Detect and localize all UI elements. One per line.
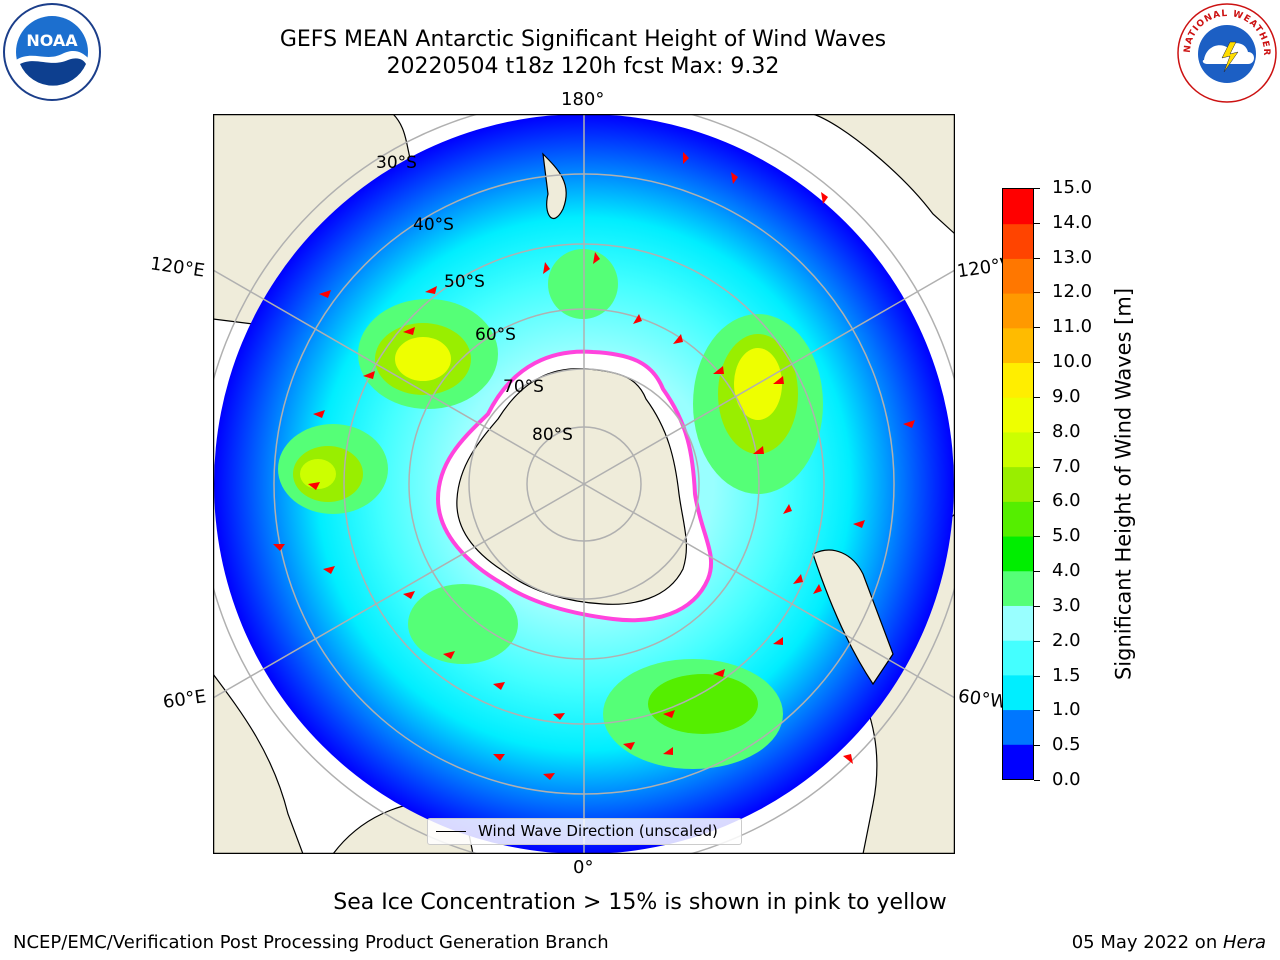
legend-line-swatch bbox=[436, 831, 466, 832]
colorbar-tick-label: 14.0 bbox=[1052, 211, 1093, 233]
map-border bbox=[213, 114, 955, 854]
colorbar-tick-mark bbox=[1034, 536, 1040, 538]
colorbar-tick-label: 5.0 bbox=[1052, 525, 1081, 547]
lat-label-40s: 40°S bbox=[413, 215, 454, 235]
colorbar-tick-label: 1.5 bbox=[1052, 664, 1081, 686]
machine-name: Hera bbox=[1222, 932, 1266, 953]
colorbar-tick-mark bbox=[1034, 396, 1040, 398]
lon-label-0: 0° bbox=[573, 857, 594, 878]
lat-label-30s: 30°S bbox=[376, 153, 417, 173]
wave-height-blobs bbox=[278, 249, 823, 769]
colorbar-tick-label: 1.0 bbox=[1052, 699, 1081, 721]
chart-subtitle: 20220504 t18z 120h fcst Max: 9.32 bbox=[386, 54, 780, 79]
colorbar-segment bbox=[1003, 570, 1033, 606]
colorbar-tick-label: 9.0 bbox=[1052, 385, 1081, 407]
colorbar-segment bbox=[1003, 223, 1033, 259]
graticule bbox=[213, 114, 955, 854]
colorbar-tick-mark bbox=[1034, 292, 1040, 294]
colorbar-tick-label: 2.0 bbox=[1052, 629, 1081, 651]
colorbar-segment bbox=[1003, 605, 1033, 641]
colorbar-tick-mark bbox=[1034, 640, 1040, 642]
colorbar-segment bbox=[1003, 536, 1033, 572]
colorbar-tick-mark bbox=[1034, 675, 1040, 677]
colorbar-segment bbox=[1003, 744, 1033, 779]
colorbar-segment bbox=[1003, 362, 1033, 398]
colorbar-tick-mark bbox=[1034, 466, 1040, 468]
lat-label-50s: 50°S bbox=[444, 272, 485, 292]
run-date: 05 May 2022 on bbox=[1071, 932, 1223, 953]
lat-label-60s: 60°S bbox=[475, 325, 516, 345]
chart-title: GEFS MEAN Antarctic Significant Height o… bbox=[279, 27, 887, 52]
colorbar-tick-label: 15.0 bbox=[1052, 177, 1093, 198]
colorbar-segment bbox=[1003, 640, 1033, 676]
colorbar-tick-label: 10.0 bbox=[1052, 351, 1093, 373]
colorbar bbox=[1002, 188, 1034, 780]
colorbar-segment bbox=[1003, 189, 1033, 225]
colorbar-segment bbox=[1003, 709, 1033, 745]
noaa-logo: NOAA bbox=[3, 3, 101, 101]
colorbar-tick-label: 0.5 bbox=[1052, 734, 1081, 756]
lon-label-120e: 120°E bbox=[148, 253, 206, 282]
colorbar-tick-mark bbox=[1034, 257, 1040, 259]
noaa-logo-text: NOAA bbox=[26, 31, 78, 50]
colorbar-tick-mark bbox=[1034, 605, 1040, 607]
run-date-note: 05 May 2022 on Hera bbox=[1072, 932, 1266, 953]
colorbar-tick-mark bbox=[1034, 327, 1040, 329]
colorbar-tick-label: 4.0 bbox=[1052, 560, 1081, 582]
colorbar-tick-mark bbox=[1034, 710, 1040, 712]
legend-label: Wind Wave Direction (unscaled) bbox=[478, 822, 718, 840]
colorbar-tick-label: 13.0 bbox=[1052, 246, 1093, 268]
colorbar-segment bbox=[1003, 293, 1033, 329]
colorbar-segment bbox=[1003, 674, 1033, 711]
colorbar-segment bbox=[1003, 431, 1033, 468]
map-legend: Wind Wave Direction (unscaled) bbox=[427, 818, 742, 845]
lat-label-80s: 80°S bbox=[532, 425, 573, 445]
colorbar-segment bbox=[1003, 258, 1033, 294]
colorbar-segment bbox=[1003, 466, 1033, 502]
sea-ice-note: Sea Ice Concentration > 15% is shown in … bbox=[333, 890, 947, 915]
colorbar-label: Significant Height of Wind Waves [m] bbox=[1111, 287, 1136, 681]
colorbar-segment bbox=[1003, 397, 1033, 433]
colorbar-tick-mark bbox=[1034, 501, 1040, 503]
colorbar-segment bbox=[1003, 327, 1033, 364]
nws-logo: NATIONAL WEATHER SERVICE bbox=[1176, 2, 1277, 103]
colorbar-tick-label: 6.0 bbox=[1052, 490, 1081, 512]
colorbar-tick-mark bbox=[1034, 745, 1040, 747]
lon-label-180: 180° bbox=[561, 89, 605, 110]
colorbar-tick-mark bbox=[1034, 222, 1040, 224]
land-new-zealand bbox=[542, 152, 567, 219]
colorbar-tick-label: 0.0 bbox=[1052, 769, 1081, 790]
colorbar-tick-mark bbox=[1034, 571, 1040, 573]
colorbar-tick-mark bbox=[1034, 188, 1040, 189]
colorbar-tick-label: 12.0 bbox=[1052, 281, 1093, 303]
colorbar-segment bbox=[1003, 501, 1033, 537]
wave-direction-arrows bbox=[273, 152, 915, 780]
colorbar-tick-label: 7.0 bbox=[1052, 455, 1081, 477]
colorbar-tick-mark bbox=[1034, 780, 1040, 781]
colorbar-tick-label: 3.0 bbox=[1052, 594, 1081, 616]
colorbar-tick-label: 8.0 bbox=[1052, 420, 1081, 442]
colorbar-tick-label: 11.0 bbox=[1052, 316, 1093, 338]
colorbar-tick-mark bbox=[1034, 362, 1040, 364]
lon-label-60e: 60°E bbox=[161, 686, 208, 713]
colorbar-tick-mark bbox=[1034, 431, 1040, 433]
credit-text: NCEP/EMC/Verification Post Processing Pr… bbox=[13, 932, 609, 953]
polar-map: 30°S 40°S 50°S 60°S 70°S 80°S bbox=[213, 114, 955, 854]
lat-label-70s: 70°S bbox=[503, 377, 544, 397]
